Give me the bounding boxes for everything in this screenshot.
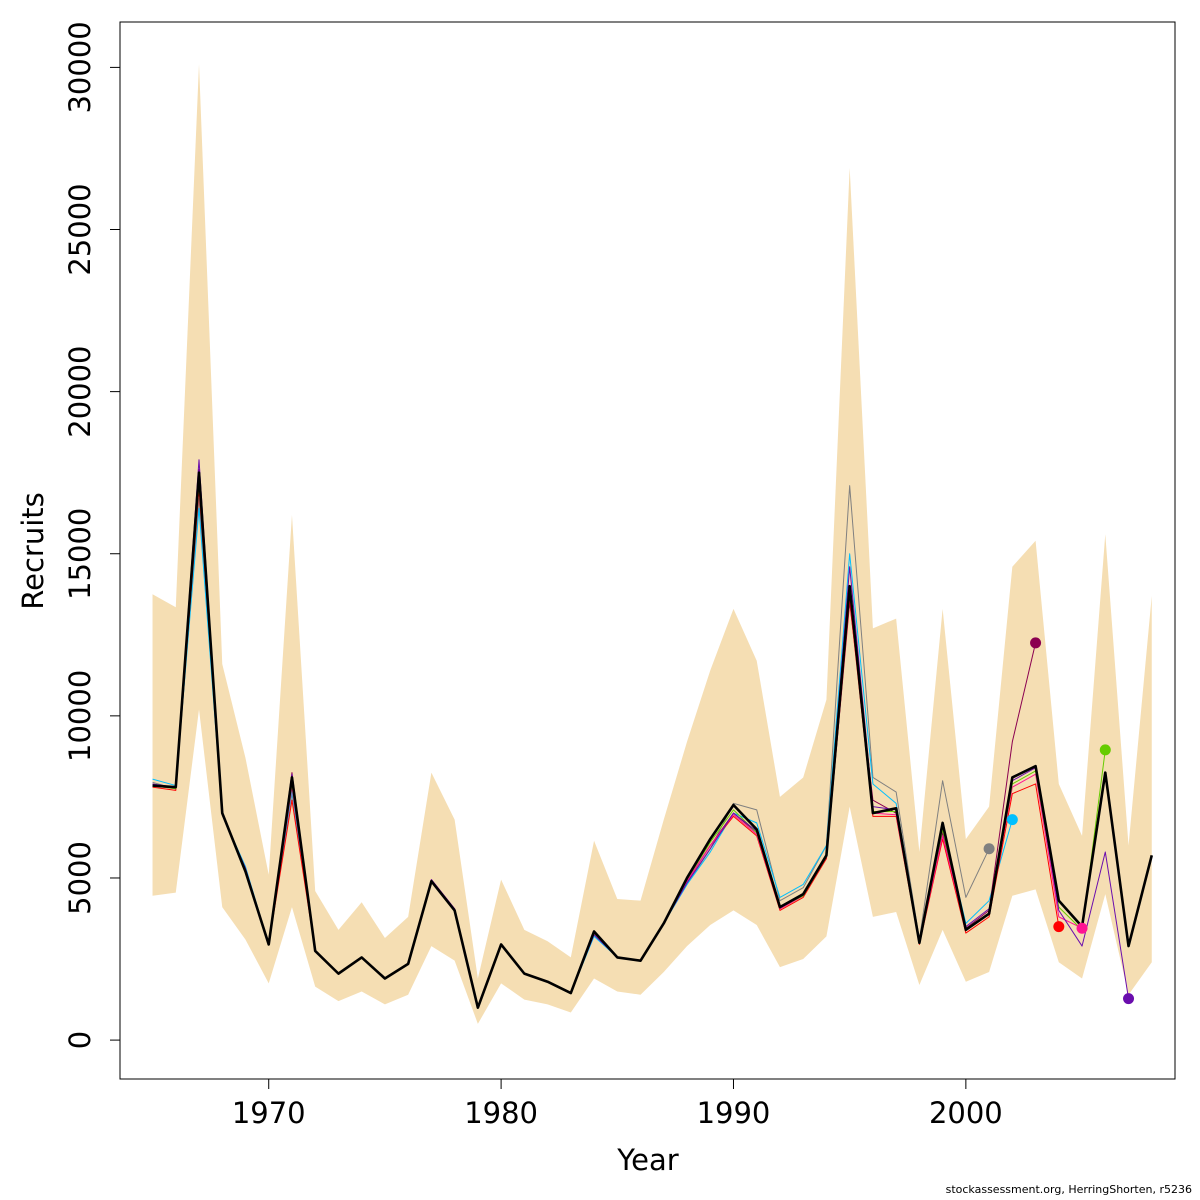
x-tick-label: 2000 <box>929 1096 1003 1130</box>
series-end-point-3 <box>1053 921 1065 933</box>
footer-credit: stockassessment.org, HerringShorten, r52… <box>945 1183 1192 1196</box>
x-tick-label: 1970 <box>232 1096 306 1130</box>
y-tick-label: 15000 <box>63 508 97 600</box>
series-end-point-6 <box>1123 993 1135 1005</box>
series-line-7 <box>152 471 1154 1009</box>
y-tick-label: 30000 <box>63 21 97 113</box>
x-tick-label: 1990 <box>697 1096 771 1130</box>
x-axis: 1970 1980 1990 2000 <box>232 1078 1003 1130</box>
y-axis-title: Recruits <box>16 492 50 609</box>
y-tick-label: 10000 <box>63 670 97 762</box>
x-tick-label: 1980 <box>464 1096 538 1130</box>
series-layer <box>152 459 1154 1009</box>
y-axis: 0 5000 10000 15000 20000 25000 30000 <box>63 21 121 1049</box>
x-axis-title: Year <box>616 1143 678 1177</box>
series-end-point-2 <box>1030 637 1042 649</box>
series-end-point-4 <box>1076 922 1088 934</box>
marker-layer <box>983 637 1135 1005</box>
series-end-point-1 <box>1006 814 1018 826</box>
y-tick-label: 0 <box>63 1031 97 1049</box>
confidence-band <box>152 64 1152 1024</box>
confidence-band-layer <box>152 64 1152 1024</box>
y-tick-label: 25000 <box>63 183 97 275</box>
y-tick-label: 20000 <box>63 345 97 437</box>
series-end-point-5 <box>1099 744 1111 756</box>
y-tick-label: 5000 <box>63 841 97 915</box>
series-end-point-0 <box>983 843 995 855</box>
